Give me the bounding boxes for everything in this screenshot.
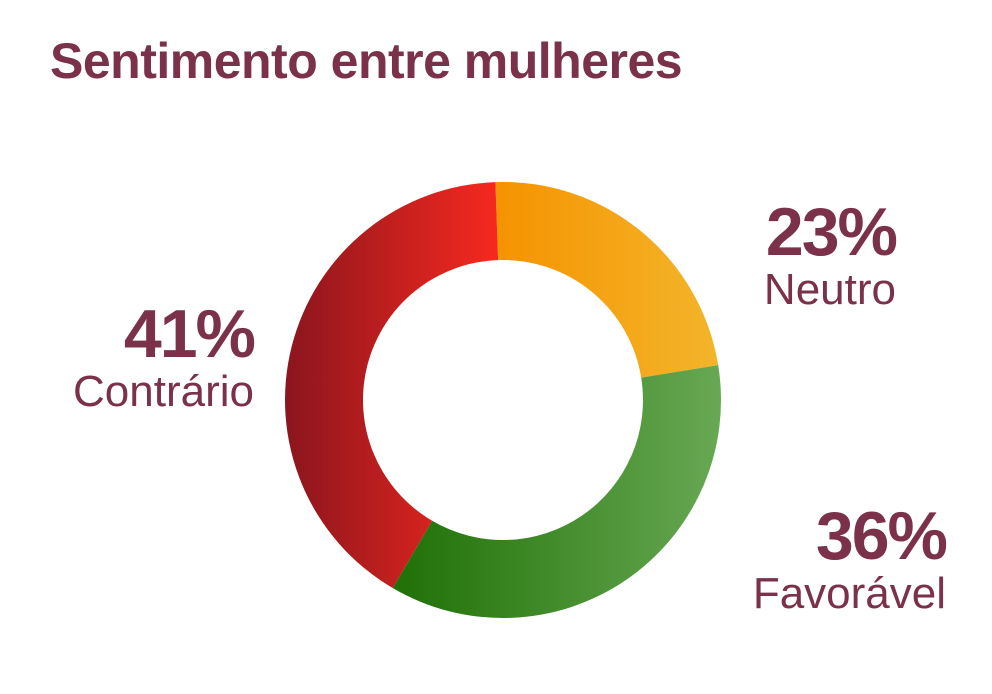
donut-slice-favoravel — [392, 365, 721, 618]
slice-name-contrario: Contrário — [73, 367, 254, 416]
slice-name-neutro: Neutro — [763, 265, 896, 314]
slice-name-favoravel: Favorável — [752, 569, 946, 618]
donut-slice-neutro — [495, 182, 719, 378]
donut-slice-contrario — [285, 182, 499, 589]
slice-label-favoravel: 36% Favorável — [752, 498, 948, 618]
slice-value-favoravel: 36% — [815, 498, 948, 574]
slice-value-contrario: 41% — [123, 296, 256, 372]
slice-label-contrario: 41% Contrário — [73, 296, 256, 416]
slice-label-neutro: 23% Neutro — [763, 194, 898, 314]
chart-title: Sentimento entre mulheres — [50, 33, 683, 89]
slice-value-neutro: 23% — [765, 194, 898, 270]
